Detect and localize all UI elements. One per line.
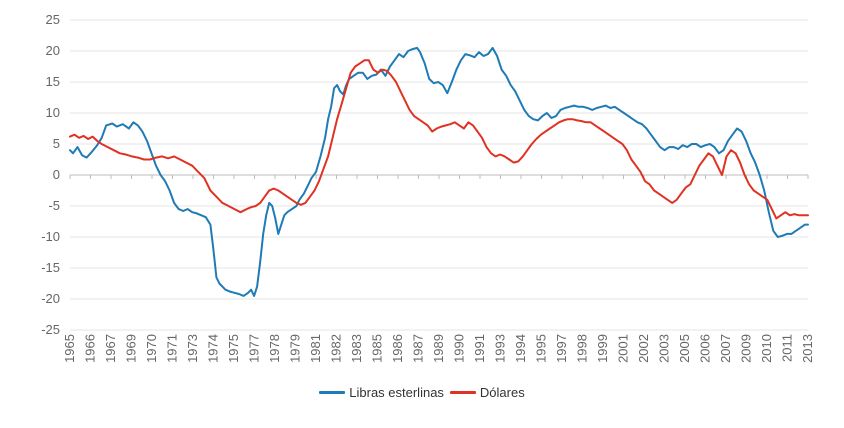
legend-label-libras: Libras esterlinas — [349, 384, 444, 400]
x-tick-label: 2005 — [677, 334, 692, 363]
x-tick-label: 1971 — [165, 334, 180, 363]
x-tick-label: 1967 — [103, 334, 118, 363]
series-line-dolares — [69, 59, 809, 220]
x-tick-label: 1979 — [288, 334, 303, 363]
x-tick-label: 1978 — [267, 334, 282, 363]
y-tick-label: 15 — [46, 74, 60, 89]
x-tick-label: 1973 — [185, 334, 200, 363]
x-tick-label: 1994 — [513, 334, 528, 363]
x-tick-label: 2006 — [698, 334, 713, 363]
legend-item-dolares: Dólares — [449, 384, 525, 400]
x-tick-label: 1975 — [226, 334, 241, 363]
x-tick-label: 2011 — [780, 334, 795, 362]
x-tick-label: 2007 — [718, 334, 733, 363]
x-tick-label: 1993 — [493, 334, 508, 363]
x-tick-label: 1966 — [83, 334, 98, 363]
y-axis-tick-labels: 25 20 15 10 5 0 -5 -10 -15 -20 -25 — [41, 12, 60, 337]
x-tick-label: 1987 — [411, 334, 426, 363]
x-tick-label: 1983 — [349, 334, 364, 363]
x-tick-label: 1965 — [62, 334, 77, 363]
x-tick-label: 1982 — [329, 334, 344, 363]
x-tick-label: 1986 — [390, 334, 405, 363]
x-tick-label: 1981 — [308, 334, 323, 363]
x-axis: 1965 1966 1967 1969 1970 1971 1973 1974 1975 1977… — [62, 174, 815, 363]
x-tick-label: 1990 — [452, 334, 467, 363]
x-tick-label: 1999 — [595, 334, 610, 363]
x-tick-label: 1985 — [370, 334, 385, 363]
x-tick-label: 1989 — [431, 334, 446, 363]
x-tick-label: 1970 — [144, 334, 159, 363]
legend-label-dolares: Dólares — [479, 384, 525, 400]
x-tick-label: 2001 — [616, 334, 631, 363]
x-tick-label: 2009 — [739, 334, 754, 363]
y-tick-label: -15 — [41, 260, 60, 275]
x-tick-label: 1998 — [575, 334, 590, 363]
x-tick-label: 1995 — [534, 334, 549, 363]
y-tick-label: 5 — [53, 136, 60, 151]
legend: Libras esterlinas Dólares — [0, 382, 844, 402]
x-tick-label: 2010 — [759, 334, 774, 363]
y-tick-label: 25 — [46, 12, 60, 27]
x-tick-label: 2002 — [636, 334, 651, 363]
legend-item-libras: Libras esterlinas — [319, 385, 444, 400]
gridlines — [70, 19, 808, 331]
x-tick-label: 1997 — [554, 334, 569, 363]
legend-swatch-libras — [319, 390, 346, 394]
legend-swatch-dolares — [449, 390, 476, 394]
series-line-libras — [69, 46, 809, 297]
y-tick-label: 20 — [46, 43, 60, 58]
y-tick-label: 0 — [53, 167, 60, 182]
y-tick-label: -25 — [41, 322, 60, 337]
x-tick-label: 1991 — [472, 334, 487, 363]
x-tick-label: 1969 — [124, 334, 139, 363]
x-tick-label: 1977 — [247, 334, 262, 363]
y-tick-label: -10 — [41, 229, 60, 244]
x-tick-label: 2003 — [657, 334, 672, 363]
y-tick-label: -20 — [41, 291, 60, 306]
x-tick-label: 1974 — [206, 334, 221, 363]
series-lines — [69, 46, 809, 297]
x-tick-label: 2013 — [800, 334, 815, 363]
y-tick-label: 10 — [46, 105, 60, 120]
y-tick-label: -5 — [48, 198, 60, 213]
